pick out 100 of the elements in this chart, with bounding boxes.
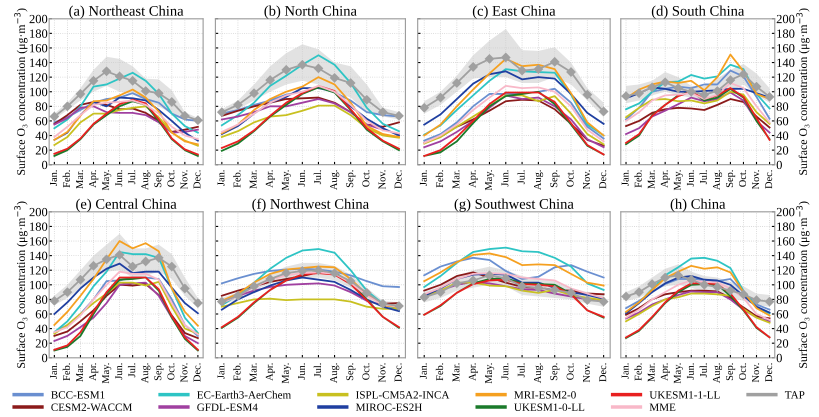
x-tick-label: Feb. (233, 363, 241, 381)
point (700, 90, 709, 100)
point (686, 275, 696, 284)
x-tick-label: Oct. (566, 170, 574, 187)
y-tick-label: 160 (777, 44, 794, 52)
x-tick-label: Dec. (394, 363, 402, 382)
x-tick-label: Oct. (739, 170, 746, 187)
y-axis-title: Surface O₃ concentration (μg·m$^{−3}$) (796, 202, 810, 368)
point (394, 111, 404, 120)
point (314, 266, 324, 275)
legend-label: CESM2-WACCM (51, 404, 132, 412)
y-tick-label: 140 (30, 252, 48, 260)
x-tick-label: Feb. (62, 363, 70, 381)
x-tick-label: Mar. (452, 363, 460, 382)
x-tick-label: Jul. (517, 170, 525, 184)
x-tick-label: Mar. (76, 363, 84, 382)
y-tick-label: 200 (776, 14, 794, 24)
x-tick-label: Jul. (700, 170, 707, 184)
x-tick-label: Feb. (634, 170, 642, 188)
point (346, 78, 356, 88)
point (634, 287, 644, 297)
point (764, 92, 774, 102)
point (346, 276, 356, 286)
x-tick-label: Jun. (115, 170, 122, 186)
point (330, 73, 340, 82)
x-tick-label: Jul. (128, 170, 136, 184)
point (167, 262, 176, 272)
x-tick-label: Sep. (726, 170, 736, 188)
x-tick-label: Sep. (346, 170, 356, 188)
x-tick-label: Jul. (700, 363, 707, 378)
x-tick-label: Jun. (501, 170, 508, 186)
x-tick-label: Oct. (167, 170, 174, 187)
x-tick-label: Jun. (298, 170, 306, 186)
point (102, 66, 112, 76)
y-tick-label: 180 (30, 222, 48, 231)
point (566, 288, 576, 298)
point (686, 87, 696, 96)
x-tick-label: Sep. (154, 363, 164, 380)
y-tick-label: 60 (776, 116, 788, 126)
x-tick-label: Sep. (550, 170, 560, 188)
point (76, 89, 86, 99)
point (50, 112, 59, 122)
x-tick-label: Nov. (583, 170, 590, 190)
line-series (53, 105, 199, 147)
x-tick-label: Apr. (89, 170, 98, 188)
y-tick-label: 180 (777, 29, 794, 38)
x-tick-label: Jan. (50, 363, 58, 379)
chart-title: (f) Northwest China (252, 198, 369, 212)
point (314, 64, 324, 74)
chart-title: (a) Northeast China (69, 6, 184, 19)
line-series (53, 88, 199, 146)
x-tick-label: Nov. (752, 170, 760, 190)
x-tick-label: Dec. (394, 170, 402, 189)
x-tick-label: May. (102, 363, 112, 384)
y-tick-label: 40 (35, 324, 48, 334)
line-series (53, 251, 199, 334)
y-tick-label: 0 (776, 160, 782, 170)
x-tick-label: Dec. (194, 170, 201, 189)
point (154, 253, 164, 262)
chart-title: (h) China (670, 198, 726, 212)
point (517, 66, 527, 76)
x-tick-label: Feb. (436, 170, 444, 188)
point (167, 97, 176, 107)
legend-label: EC-Earth3-AerChem (197, 390, 291, 399)
x-tick-label: Dec. (765, 363, 772, 382)
y-tick-label: 40 (776, 324, 788, 334)
x-tick-label: Aug. (534, 363, 544, 384)
x-tick-label: Aug. (330, 363, 340, 384)
point (621, 292, 631, 302)
point (330, 268, 340, 278)
line-series (625, 90, 770, 125)
x-tick-label: Nov. (583, 363, 590, 382)
x-tick-label: Aug. (712, 363, 722, 384)
x-tick-label: Jun. (115, 363, 122, 380)
x-tick-label: Sep. (346, 363, 356, 380)
chart-title: (g) Southwest China (454, 198, 574, 212)
x-tick-label: Jan. (218, 363, 224, 379)
point (362, 288, 372, 298)
point (193, 298, 203, 308)
chart-title: (b) North China (264, 6, 357, 19)
y-tick-label: 60 (776, 310, 788, 318)
chart-title: (d) South China (652, 6, 744, 19)
line-series (625, 64, 770, 110)
point (378, 108, 388, 117)
line-series (625, 70, 770, 120)
x-tick-label: Apr. (89, 363, 98, 381)
point (180, 284, 190, 294)
x-tick-label: Mar. (76, 170, 84, 189)
point (102, 254, 112, 264)
y-tick-label: 20 (36, 339, 48, 348)
y-tick-label: 60 (36, 116, 48, 126)
x-tick-label: Jul. (128, 363, 136, 378)
point (282, 65, 291, 74)
point (700, 280, 709, 290)
point (180, 111, 190, 120)
x-tick-label: Jul. (314, 170, 322, 184)
y-tick-label: 40 (35, 132, 48, 140)
x-tick-label: Jun. (298, 363, 306, 380)
y-tick-label: 120 (30, 73, 48, 82)
y-tick-label: 0 (776, 354, 782, 362)
